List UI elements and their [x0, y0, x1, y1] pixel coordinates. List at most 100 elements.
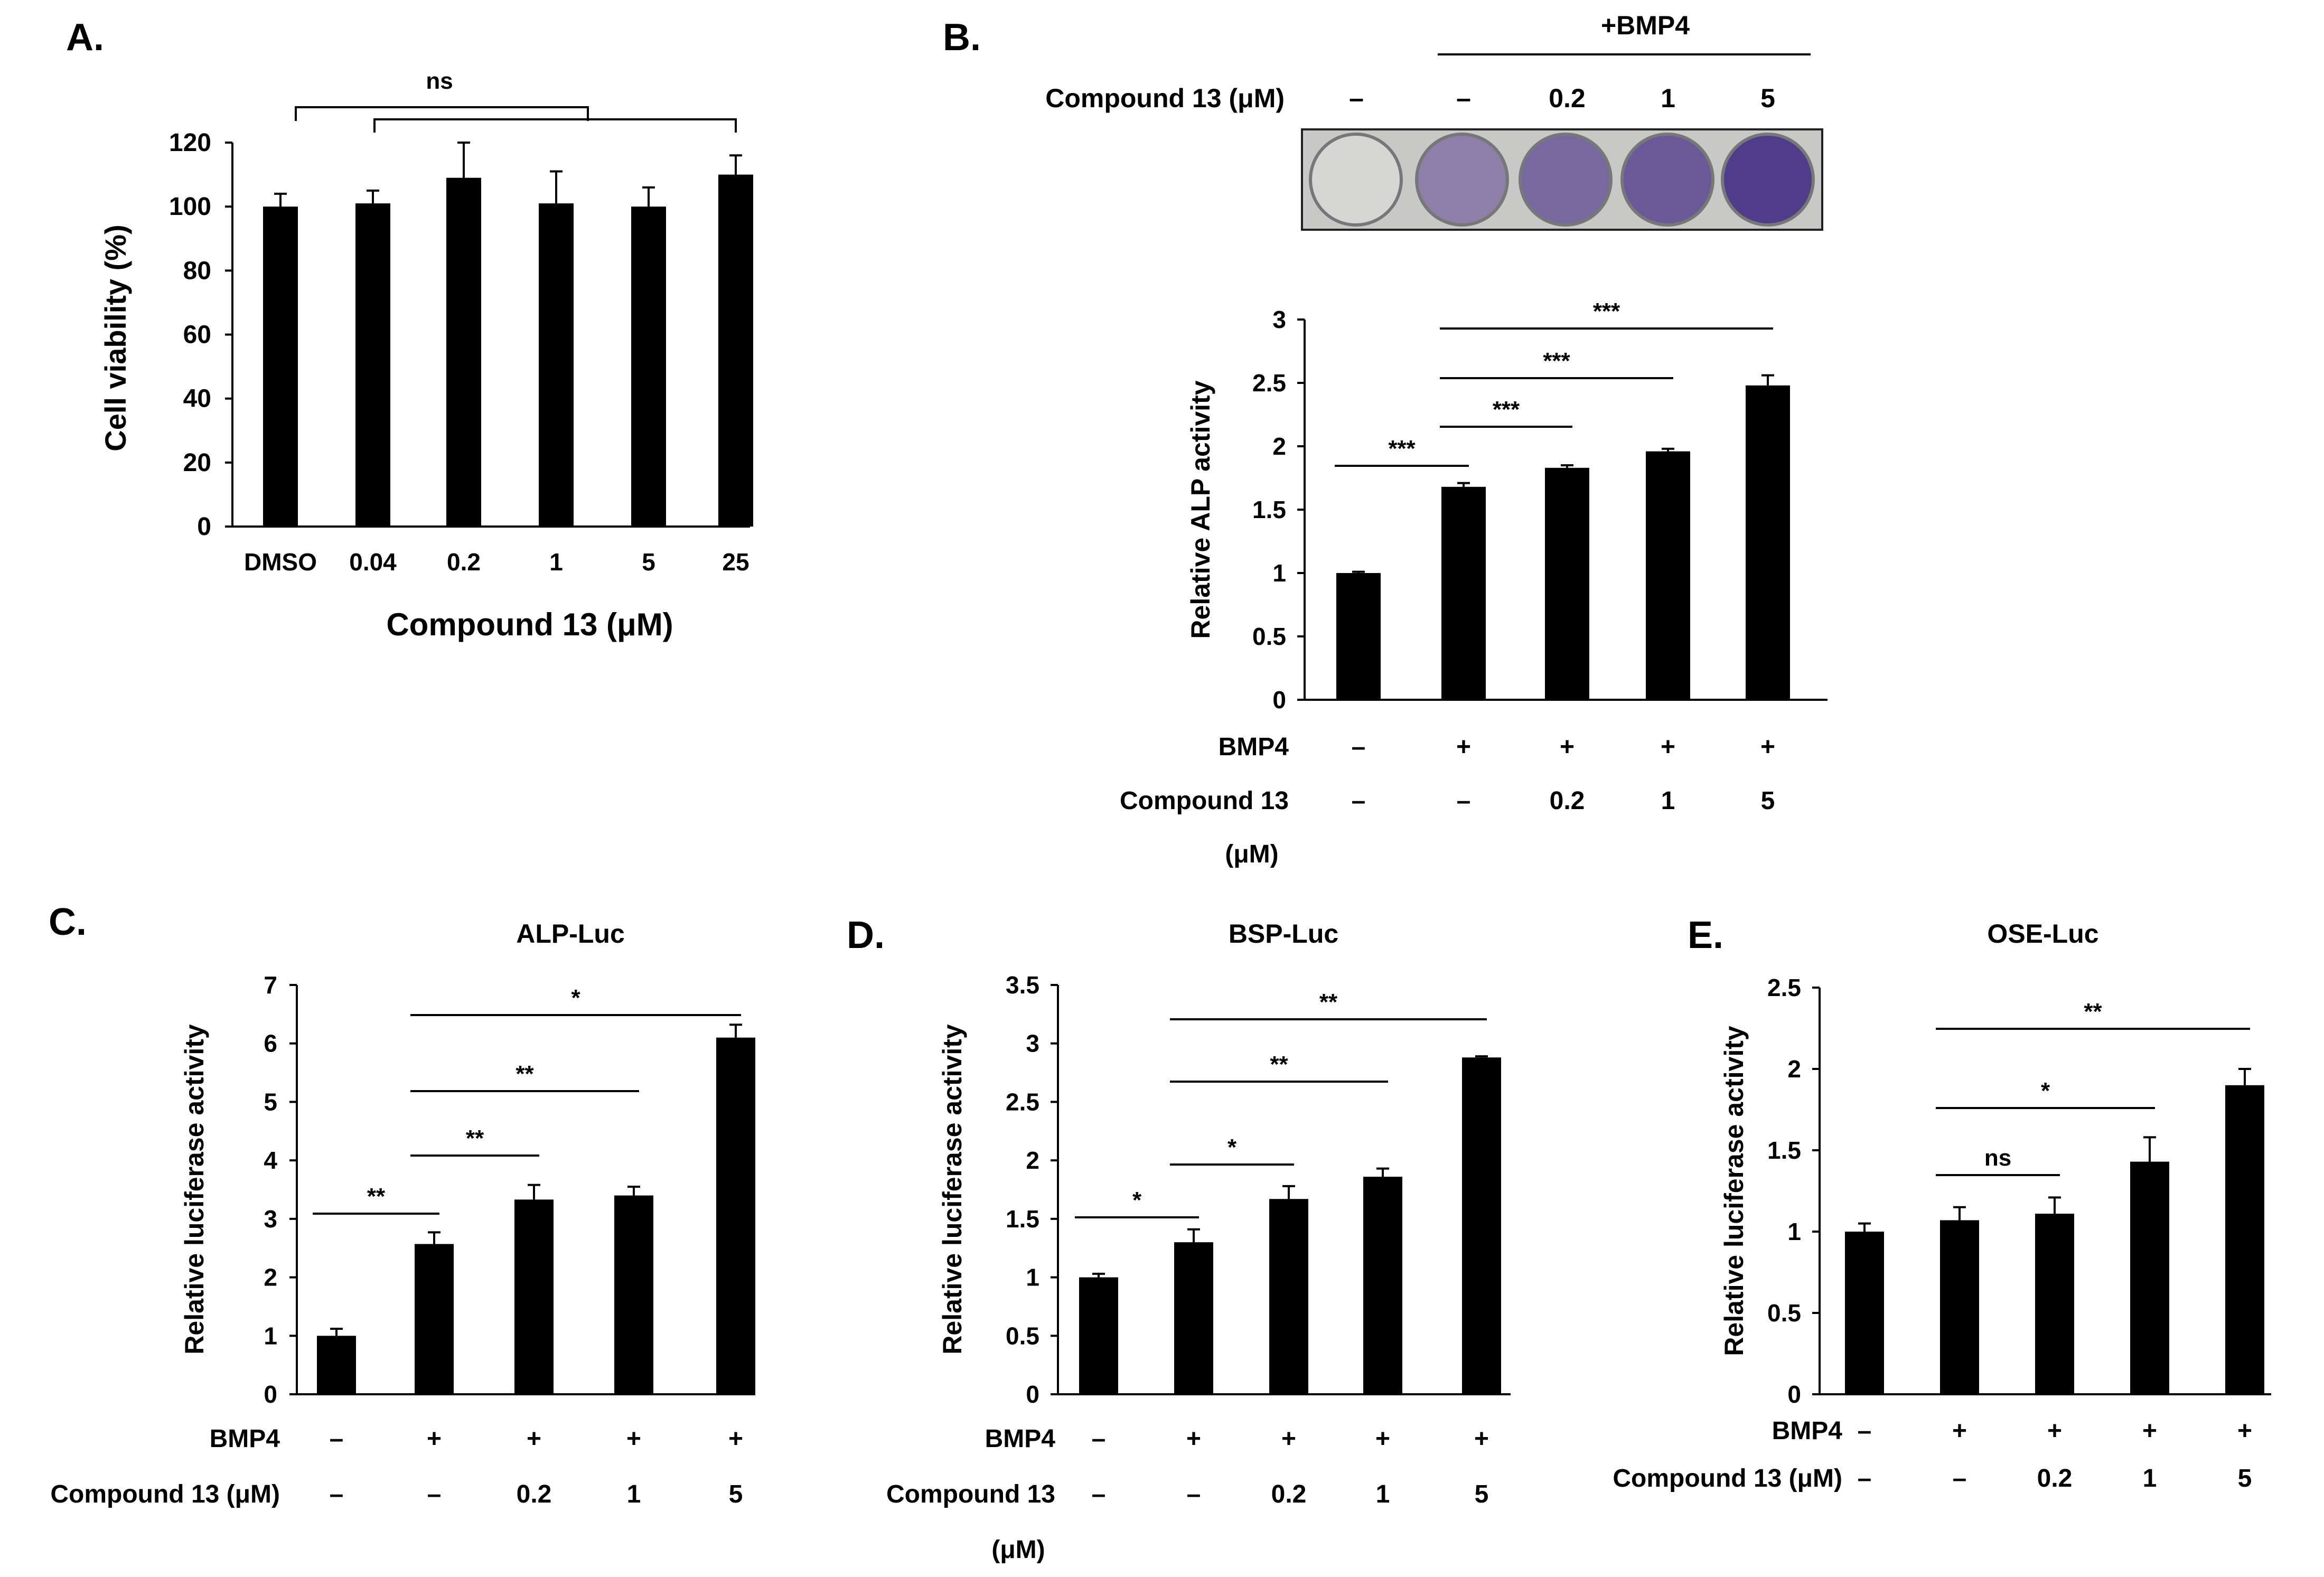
b-row-value: – — [1352, 733, 1366, 761]
panel-c: C. ALP-Luc 0 1 2 3 4 5 6 7 BMP4 – + + + + Compound 13 … — [49, 901, 755, 1508]
a-y-tick-label: 100 — [169, 193, 211, 221]
d-y-tick-label: 0.5 — [1006, 1322, 1039, 1349]
d-row-value: – — [1187, 1480, 1201, 1508]
panel-b-image-dose-3: 0.2 — [1549, 83, 1586, 113]
e-row-value: 5 — [2238, 1465, 2252, 1492]
d-significance-label: ** — [1319, 989, 1338, 1015]
well-1 — [1309, 133, 1403, 227]
e-row-value: 1 — [2143, 1465, 2157, 1492]
e-bar-4 — [2130, 1161, 2169, 1394]
panel-a-chart: 0 20 40 60 80 100 120 DMSO 0.04 0.2 1 5 25 — [169, 129, 753, 576]
a-category-label: 5 — [642, 548, 655, 576]
b-significance-label: *** — [1593, 298, 1620, 324]
panel-c-title: ALP-Luc — [516, 919, 625, 949]
a-category-label: 0.04 — [349, 548, 397, 576]
d-row-value: 0.2 — [1271, 1480, 1307, 1508]
c-row-value: 0.2 — [517, 1480, 552, 1508]
panel-b-well-plate-image — [1301, 128, 1823, 231]
panel-c-letter: C. — [49, 901, 87, 943]
a-bar-6 — [718, 174, 753, 527]
b-bar-4 — [1646, 451, 1690, 700]
b-y-tick-label: 0 — [1272, 686, 1286, 714]
a-y-tick-label: 0 — [197, 513, 211, 541]
c-y-tick-label: 4 — [264, 1147, 277, 1174]
c-row-value: 5 — [729, 1480, 743, 1508]
panel-b: B. +BMP4 Compound 13 (μM) – – 0.2 1 5 00… — [943, 11, 1828, 868]
b-y-tick-label: 2.5 — [1252, 369, 1286, 397]
b-row-label: BMP4 — [1219, 733, 1289, 761]
d-row-value: – — [1092, 1480, 1106, 1508]
panel-b-image-dose-5: 5 — [1760, 83, 1775, 113]
panel-b-image-dose-1: – — [1349, 83, 1364, 113]
e-y-tick-label: 0 — [1787, 1381, 1801, 1408]
panel-d: D. BSP-Luc 0 0.5 1 1.5 2 2.5 3 3.5 BMP4 – + + + + Comp… — [847, 914, 1511, 1564]
panel-c-y-axis-label: Relative luciferase activity — [180, 1024, 209, 1355]
c-y-tick-label: 7 — [264, 971, 277, 999]
e-y-tick-label: 1 — [1787, 1218, 1801, 1245]
well-4 — [1620, 133, 1714, 227]
d-bar-4 — [1363, 1177, 1402, 1394]
panel-b-image-row-label: Compound 13 (μM) — [1045, 83, 1285, 113]
b-row-value: – — [1457, 787, 1471, 815]
d-bar-5 — [1462, 1057, 1501, 1394]
b-bar-1 — [1336, 573, 1381, 700]
b-row-value: 5 — [1761, 787, 1775, 815]
d-row-value: 1 — [1376, 1480, 1390, 1508]
b-y-tick-label: 2 — [1272, 433, 1286, 460]
panel-b-image-dose-2: – — [1456, 83, 1471, 113]
c-bar-3 — [514, 1199, 554, 1394]
c-row-value: + — [427, 1425, 442, 1453]
c-y-tick-label: 6 — [264, 1030, 277, 1057]
c-significance-label: * — [571, 985, 580, 1011]
panel-d-letter: D. — [847, 914, 885, 956]
panel-e-title: OSE-Luc — [1987, 919, 2098, 949]
d-row-value: 5 — [1475, 1480, 1489, 1508]
panel-e-letter: E. — [1688, 914, 1723, 956]
d-row-value: + — [1375, 1425, 1390, 1453]
c-row-value: – — [427, 1480, 442, 1508]
c-bar-1 — [317, 1336, 356, 1394]
c-y-tick-label: 5 — [264, 1088, 277, 1115]
e-significance-label: * — [2041, 1078, 2050, 1104]
e-bar-5 — [2225, 1085, 2264, 1394]
panel-a-ns-label: ns — [426, 68, 453, 94]
panel-a-y-axis-label: Cell viability (%) — [99, 224, 132, 451]
panel-e-y-axis-label: Relative luciferase activity — [1719, 1026, 1749, 1356]
d-y-tick-label: 3.5 — [1006, 971, 1039, 999]
d-row-value: + — [1186, 1425, 1201, 1453]
a-bar-2 — [355, 203, 390, 527]
panel-b-chart: 0 0.5 1 1.5 2 2.5 3 BMP4 – + + + + Compound 13 (μM) – – 0… — [1120, 298, 1828, 868]
c-y-tick-label: 0 — [264, 1381, 277, 1408]
a-category-label: 0.2 — [447, 548, 481, 576]
c-row-label: Compound 13 (μM) — [50, 1480, 280, 1508]
a-bar-3 — [446, 177, 481, 527]
d-bar-3 — [1269, 1199, 1308, 1394]
a-bar-5 — [631, 206, 666, 527]
panel-a: A. 0 20 40 60 80 100 120 DMSO 0.04 0.2 1 5 25 Cell v… — [66, 16, 753, 642]
b-y-tick-label: 1 — [1272, 559, 1286, 587]
a-category-label: DMSO — [244, 548, 317, 576]
c-y-tick-label: 1 — [264, 1322, 277, 1349]
well-5 — [1721, 133, 1815, 227]
e-y-tick-label: 2 — [1787, 1055, 1801, 1083]
e-y-tick-label: 1.5 — [1767, 1137, 1801, 1164]
d-bar-1 — [1079, 1277, 1118, 1394]
c-row-label: BMP4 — [210, 1425, 280, 1453]
d-y-tick-label: 1.5 — [1006, 1205, 1039, 1233]
b-row-value: 1 — [1661, 787, 1675, 815]
e-y-tick-label: 2.5 — [1767, 974, 1801, 1001]
d-y-tick-label: 0 — [1026, 1381, 1039, 1408]
b-row-label: Compound 13 — [1120, 787, 1289, 815]
e-row-value: + — [2142, 1417, 2157, 1445]
b-row-value: + — [1456, 733, 1471, 761]
e-significance-label: ** — [2084, 999, 2102, 1025]
panel-b-image-dose-4: 1 — [1661, 83, 1675, 113]
e-significance-label: ns — [1984, 1145, 2011, 1171]
panel-d-chart: 0 0.5 1 1.5 2 2.5 3 3.5 BMP4 – + + + + Compound 13 (μM)… — [886, 971, 1511, 1564]
b-significance-label: *** — [1388, 436, 1416, 462]
b-bar-3 — [1545, 467, 1589, 700]
c-significance-label: ** — [466, 1125, 484, 1151]
a-bar-4 — [539, 203, 574, 527]
